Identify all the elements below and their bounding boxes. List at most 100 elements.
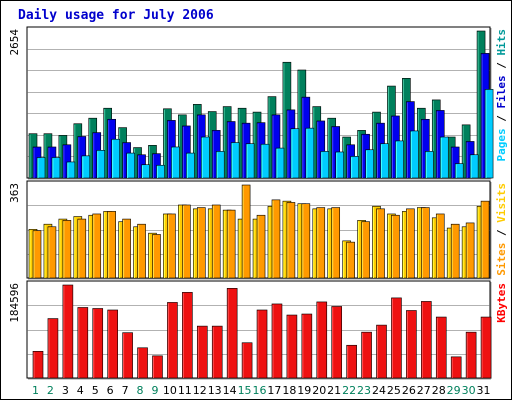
bar-sites-day-10 — [167, 213, 176, 279]
chart-panel-2: 363 Sites / Visits — [8, 180, 508, 280]
bar-kbytes-day-1 — [32, 350, 44, 379]
bar-sites-day-1 — [32, 230, 42, 279]
bar-pages-day-27 — [425, 151, 434, 179]
bar-sites-day-8 — [137, 223, 146, 279]
bar-sites-day-27 — [421, 207, 430, 279]
bar-kbytes-day-25 — [391, 297, 402, 379]
day-label-14: 14 — [223, 384, 237, 397]
legend-files: Files — [495, 75, 508, 108]
bar-kbytes-day-15 — [241, 342, 253, 379]
bar-pages-day-17 — [275, 147, 285, 179]
chart-title: Daily usage for July 2006 — [18, 8, 214, 23]
day-label-1: 1 — [32, 384, 39, 397]
day-label-9: 9 — [151, 384, 158, 397]
bar-pages-day-12 — [200, 136, 210, 179]
day-label-18: 18 — [282, 384, 296, 397]
day-label-7: 7 — [122, 384, 129, 397]
day-label-16: 16 — [253, 384, 267, 397]
bar-pages-day-16 — [260, 143, 270, 179]
day-label-31: 31 — [477, 384, 491, 397]
bar-pages-day-2 — [51, 157, 61, 179]
bar-sites-day-23 — [361, 221, 370, 279]
day-label-19: 19 — [297, 384, 311, 397]
day-label-13: 13 — [208, 384, 222, 397]
legend-kbytes: KBytes — [495, 283, 508, 323]
bar-kbytes-day-10 — [167, 302, 178, 379]
bar-pages-day-6 — [111, 138, 120, 179]
legend-3: KBytes — [495, 283, 508, 323]
bar-sites-day-4 — [77, 218, 87, 279]
bar-pages-day-24 — [380, 143, 389, 179]
bar-kbytes-day-28 — [435, 316, 447, 379]
bar-kbytes-day-19 — [301, 313, 313, 379]
bar-sites-day-11 — [182, 204, 191, 279]
day-label-6: 6 — [107, 384, 114, 397]
day-label-21: 21 — [327, 384, 341, 397]
bar-sites-day-26 — [406, 208, 415, 279]
legend-separator: / — [495, 223, 508, 243]
day-label-30: 30 — [462, 384, 476, 397]
bar-sites-day-16 — [256, 214, 266, 279]
bar-sites-day-19 — [301, 203, 311, 279]
bar-kbytes-day-17 — [271, 303, 283, 379]
bar-pages-day-7 — [126, 152, 135, 179]
bar-pages-day-11 — [186, 152, 195, 179]
bar-kbytes-day-18 — [286, 314, 298, 379]
bar-sites-day-9 — [152, 234, 161, 279]
bar-pages-day-5 — [96, 150, 106, 179]
bar-kbytes-day-4 — [77, 307, 89, 379]
legend-2: Sites / Visits — [495, 183, 508, 276]
legend-1: Pages / Files / Hits — [495, 29, 508, 162]
max-value-label: 2654 — [8, 29, 21, 56]
legend-visits: Visits — [495, 183, 508, 223]
day-label-3: 3 — [62, 384, 69, 397]
bar-kbytes-day-5 — [92, 308, 104, 379]
bar-kbytes-day-27 — [421, 301, 432, 379]
legend-hits: Hits — [495, 29, 508, 56]
bar-kbytes-day-24 — [376, 324, 387, 379]
bar-pages-day-28 — [439, 136, 449, 179]
bar-sites-day-31 — [480, 200, 490, 279]
bar-kbytes-day-30 — [465, 331, 477, 379]
bar-sites-day-15 — [241, 184, 251, 279]
max-value-label: 363 — [8, 183, 21, 203]
bar-kbytes-day-2 — [47, 318, 59, 379]
day-label-15: 15 — [238, 384, 252, 397]
bar-pages-day-22 — [350, 156, 359, 179]
bar-kbytes-day-23 — [361, 331, 372, 379]
bar-kbytes-day-26 — [406, 310, 417, 379]
day-label-5: 5 — [92, 384, 99, 397]
bar-kbytes-day-14 — [226, 288, 238, 379]
bar-kbytes-day-22 — [346, 344, 357, 379]
day-label-22: 22 — [342, 384, 356, 397]
bar-pages-day-10 — [171, 146, 180, 179]
bar-kbytes-day-20 — [316, 301, 328, 379]
bar-kbytes-day-16 — [256, 309, 268, 379]
bar-pages-day-3 — [66, 161, 76, 179]
day-label-29: 29 — [447, 384, 461, 397]
day-label-10: 10 — [163, 384, 177, 397]
day-label-23: 23 — [357, 384, 371, 397]
day-label-28: 28 — [432, 384, 446, 397]
bar-pages-day-20 — [320, 151, 330, 179]
bar-pages-day-4 — [81, 155, 91, 179]
bar-kbytes-day-12 — [196, 325, 208, 379]
day-label-4: 4 — [77, 384, 84, 397]
bar-pages-day-21 — [335, 151, 345, 179]
bar-sites-day-20 — [316, 207, 326, 279]
bar-kbytes-day-11 — [182, 292, 193, 379]
day-label-12: 12 — [193, 384, 207, 397]
bar-pages-day-1 — [36, 157, 46, 179]
bar-sites-day-18 — [286, 202, 296, 279]
bar-sites-day-28 — [435, 213, 445, 279]
legend-separator: / — [495, 56, 508, 76]
bar-sites-day-2 — [47, 226, 57, 279]
bar-sites-day-30 — [465, 222, 475, 279]
day-label-17: 17 — [267, 384, 281, 397]
bar-pages-day-29 — [454, 163, 464, 179]
bar-kbytes-day-8 — [137, 347, 148, 379]
bar-pages-day-30 — [469, 154, 479, 179]
bar-kbytes-day-31 — [480, 316, 492, 379]
bar-sites-day-21 — [331, 207, 341, 279]
